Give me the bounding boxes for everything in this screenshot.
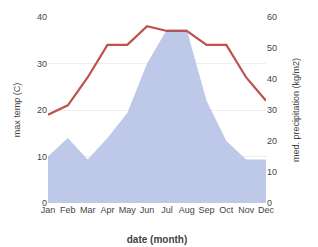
- svg-text:Feb: Feb: [60, 205, 76, 215]
- svg-text:30: 30: [37, 59, 47, 69]
- svg-text:0: 0: [267, 198, 272, 208]
- svg-text:med. precipitation (kg/m2): med. precipitation (kg/m2): [291, 58, 301, 162]
- svg-text:Sep: Sep: [199, 205, 215, 215]
- svg-text:Mar: Mar: [80, 205, 96, 215]
- svg-text:30: 30: [267, 105, 277, 115]
- svg-text:40: 40: [267, 74, 277, 84]
- svg-text:10: 10: [37, 152, 47, 162]
- svg-text:Nov: Nov: [238, 205, 255, 215]
- svg-text:Jan: Jan: [41, 205, 56, 215]
- svg-text:10: 10: [267, 167, 277, 177]
- svg-text:Apr: Apr: [100, 205, 114, 215]
- svg-text:20: 20: [267, 136, 277, 146]
- svg-text:40: 40: [37, 12, 47, 22]
- svg-text:Dec: Dec: [258, 205, 275, 215]
- svg-text:Jun: Jun: [140, 205, 155, 215]
- svg-text:Jul: Jul: [161, 205, 173, 215]
- svg-text:Aug: Aug: [179, 205, 195, 215]
- svg-text:20: 20: [37, 105, 47, 115]
- svg-text:60: 60: [267, 12, 277, 22]
- svg-text:May: May: [119, 205, 137, 215]
- svg-text:50: 50: [267, 43, 277, 53]
- svg-text:0: 0: [42, 198, 47, 208]
- svg-text:Oct: Oct: [219, 205, 234, 215]
- svg-text:date (month): date (month): [127, 234, 188, 245]
- svg-text:max temp (C): max temp (C): [12, 83, 22, 138]
